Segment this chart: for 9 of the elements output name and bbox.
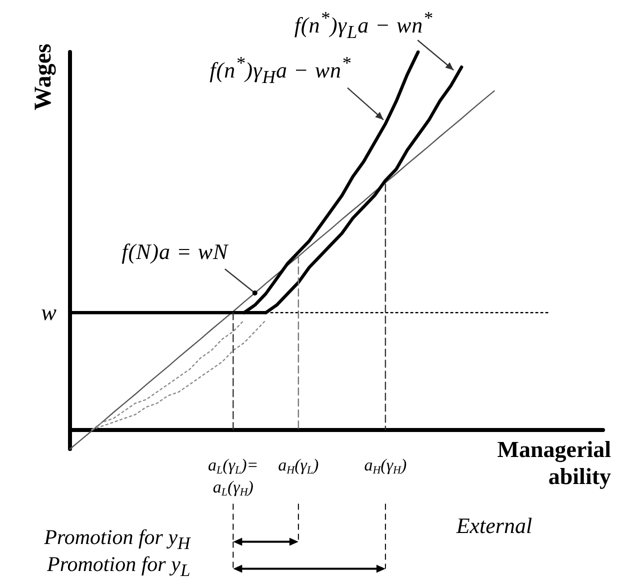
series-label: w xyxy=(41,300,57,325)
text: f(n$^{*}$)γ$_{H}$a − wn$^{*}$ xyxy=(210,52,352,89)
text: Promotion for y$_{H}$ xyxy=(44,524,190,553)
x-axis-title: Managerial ability xyxy=(496,436,611,490)
text: External xyxy=(456,512,532,538)
series-label: f(N)a = wN xyxy=(122,238,228,264)
series-label: f(n$^{*}$)γ$_{L}$a − wn$^{*}$ xyxy=(294,7,433,44)
text: Promotion for y$_{L}$ xyxy=(47,552,190,577)
y-axis-title: Wages xyxy=(30,44,58,110)
